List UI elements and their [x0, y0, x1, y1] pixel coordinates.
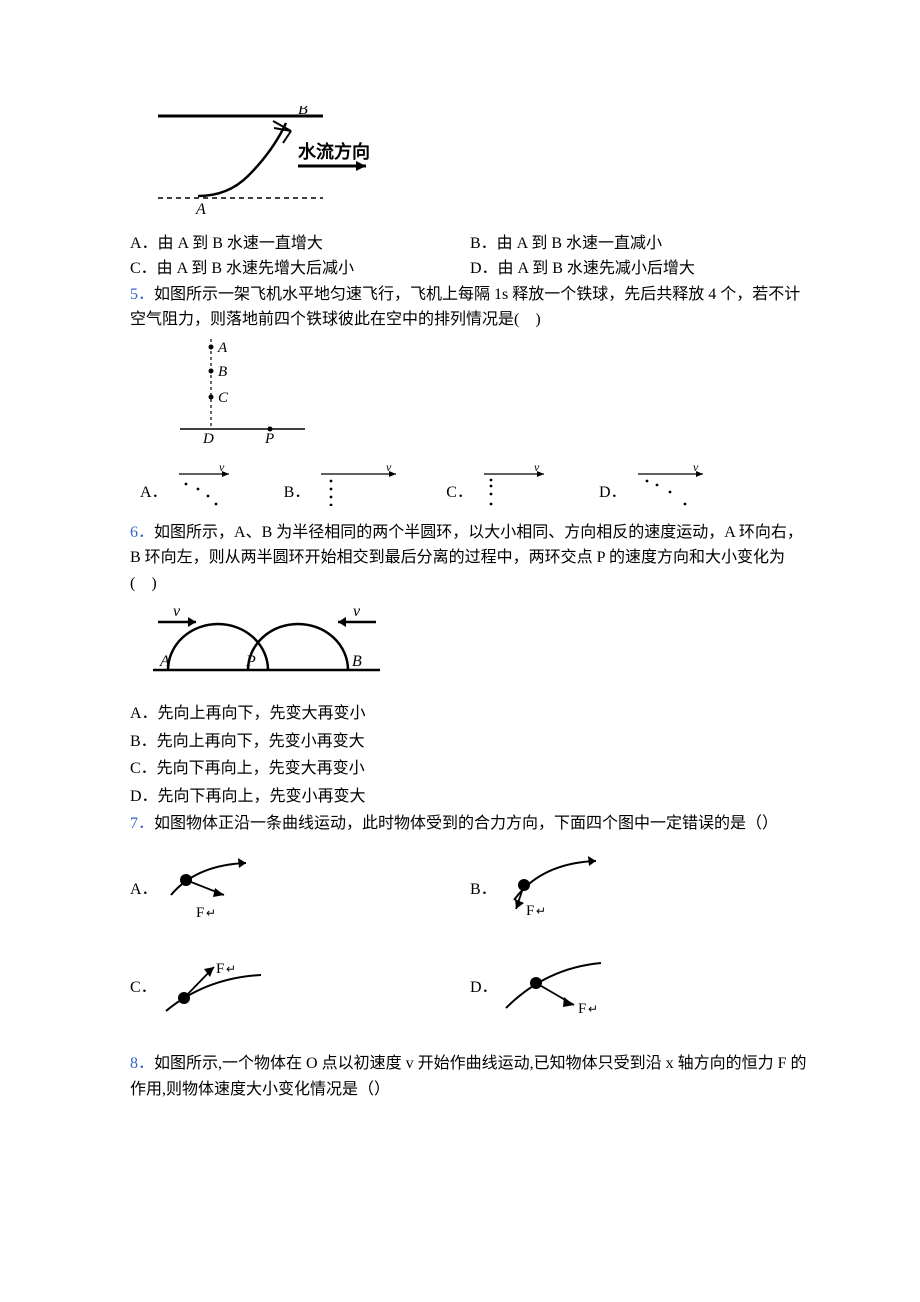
- svg-text:F: F: [216, 961, 224, 977]
- svg-text:v: v: [693, 464, 699, 474]
- q7-opt-B-label: B．: [470, 877, 496, 903]
- svg-text:v: v: [173, 603, 181, 620]
- q6-figure: v v A P B: [148, 602, 810, 691]
- q7-opt-D-fig: F↵: [496, 953, 616, 1023]
- svg-text:B: B: [218, 364, 227, 380]
- svg-text:v: v: [353, 603, 361, 620]
- q5-number: 5．: [130, 286, 154, 303]
- q6-number: 6．: [130, 524, 154, 541]
- q4-label-B: B: [298, 106, 308, 118]
- q6-opt-A: A．先向上再向下，先变大再变小: [130, 701, 810, 727]
- q5-opt-C-label: C．: [446, 480, 473, 506]
- svg-text:P: P: [245, 653, 256, 670]
- q7-opt-D-label: D．: [470, 975, 496, 1001]
- q6-text-line: 6．如图所示，A、B 为半径相同的两个半圆环，以大小相同、方向相反的速度运动，A…: [130, 520, 810, 597]
- svg-text:↵: ↵: [588, 1002, 598, 1016]
- q7-opt-C-fig: F↵: [156, 953, 276, 1023]
- svg-text:F: F: [196, 905, 204, 921]
- q7-text: 如图物体正沿一条曲线运动，此时物体受到的合力方向，下面四个图中一定错误的是（）: [154, 815, 778, 832]
- q7-opt-C-label: C．: [130, 975, 156, 1001]
- q7-opt-B-fig: F↵: [496, 855, 616, 925]
- q4-figure: B 水流方向 A: [148, 106, 810, 225]
- q8-number: 8．: [130, 1055, 154, 1072]
- q7-text-line: 7．如图物体正沿一条曲线运动，此时物体受到的合力方向，下面四个图中一定错误的是（…: [130, 811, 810, 837]
- q6-opt-C: C．先向下再向上，先变大再变小: [130, 756, 810, 782]
- svg-text:↵: ↵: [536, 904, 546, 918]
- q6-opt-D: D．先向下再向上，先变小再变大: [130, 784, 810, 810]
- svg-text:↵: ↵: [226, 962, 236, 976]
- q4-opt-D: D．由 A 到 B 水速先减小后增大: [470, 256, 810, 282]
- q5-figure: A B C D P: [175, 339, 810, 458]
- q4-opt-A: A．由 A 到 B 水速一直增大: [130, 231, 470, 257]
- svg-text:v: v: [386, 464, 392, 474]
- q7-opt-A-fig: F↵: [156, 855, 276, 925]
- q5-text: 如图所示一架飞机水平地匀速飞行，飞机上每隔 1s 释放一个铁球，先后共释放 4 …: [130, 286, 800, 329]
- q8-text-line: 8．如图所示,一个物体在 O 点以初速度 v 开始作曲线运动,已知物体只受到沿 …: [130, 1051, 810, 1102]
- q5-opt-B-label: B．: [284, 480, 311, 506]
- q7-row-1: A． F↵ B． F↵: [130, 855, 810, 925]
- q7-number: 7．: [130, 815, 154, 832]
- q6-text: 如图所示，A、B 为半径相同的两个半圆环，以大小相同、方向相反的速度运动，A 环…: [130, 524, 803, 592]
- q5-opt-D-label: D．: [599, 480, 627, 506]
- svg-text:D: D: [202, 431, 214, 447]
- q4-flow-label: 水流方向: [298, 141, 370, 162]
- svg-text:F: F: [526, 903, 534, 919]
- q5-text-line: 5．如图所示一架飞机水平地匀速飞行，飞机上每隔 1s 释放一个铁球，先后共释放 …: [130, 282, 810, 333]
- svg-text:A: A: [217, 340, 228, 356]
- svg-text:A: A: [159, 653, 170, 670]
- svg-text:B: B: [352, 653, 362, 670]
- q5-opt-A-label: A．: [140, 480, 168, 506]
- svg-text:C: C: [218, 390, 229, 406]
- q5-opt-D-fig: v: [633, 464, 713, 506]
- q5-opt-B-fig: v: [316, 464, 406, 506]
- svg-text:v: v: [534, 464, 540, 474]
- q5-opt-A-fig: v: [174, 464, 244, 506]
- q7-opt-A-label: A．: [130, 877, 156, 903]
- q6-options: A．先向上再向下，先变大再变小 B．先向上再向下，先变小再变大 C．先向下再向上…: [130, 701, 810, 809]
- q5-opt-C-fig: v: [479, 464, 559, 506]
- q8-text: 如图所示,一个物体在 O 点以初速度 v 开始作曲线运动,已知物体只受到沿 x …: [130, 1055, 806, 1098]
- q7-row-2: C． F↵ D． F↵: [130, 953, 810, 1023]
- q6-opt-B: B．先向上再向下，先变小再变大: [130, 729, 810, 755]
- q4-opt-B: B．由 A 到 B 水速一直减小: [470, 231, 810, 257]
- svg-text:↵: ↵: [206, 906, 216, 920]
- q4-opt-C: C．由 A 到 B 水速先增大后减小: [130, 256, 470, 282]
- svg-text:v: v: [219, 464, 225, 474]
- q4-options: A．由 A 到 B 水速一直增大 B．由 A 到 B 水速一直减小 C．由 A …: [130, 231, 810, 282]
- q4-label-A: A: [195, 201, 206, 216]
- svg-text:P: P: [264, 431, 274, 447]
- svg-text:F: F: [578, 1001, 586, 1017]
- q5-options: A． v B． v C． v: [140, 464, 810, 506]
